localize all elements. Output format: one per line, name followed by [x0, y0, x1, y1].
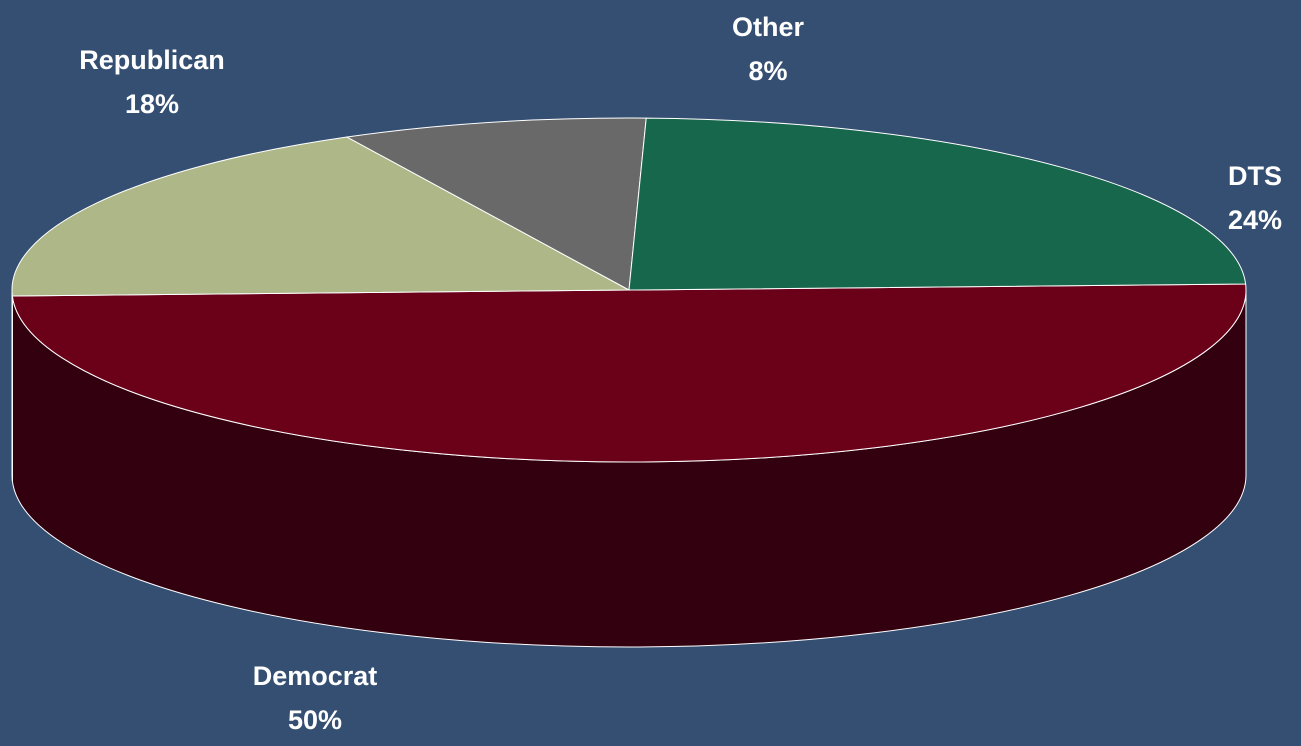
slice-percent-dts: 24% [1227, 205, 1283, 235]
slice-percent-other: 8% [748, 56, 788, 86]
slice-percent-democrat: 50% [287, 705, 343, 735]
slice-name-dts: DTS [1227, 161, 1282, 191]
pie-top-faces [11, 117, 1247, 463]
pie-slice-democrat [11, 283, 1247, 463]
slice-label-dts: DTS 24% [1228, 154, 1282, 242]
slice-label-other: Other 8% [732, 5, 804, 93]
slice-name-democrat: Democrat [252, 661, 378, 691]
slice-label-republican: Republican 18% [79, 38, 225, 126]
pie-slice-republican [11, 136, 631, 297]
slice-percent-republican: 18% [124, 89, 180, 119]
pie-slice-other [345, 117, 647, 291]
slice-name-republican: Republican [79, 45, 225, 75]
pie-slice-dts [628, 117, 1247, 291]
slice-label-democrat: Democrat 50% [253, 654, 378, 742]
slice-name-other: Other [731, 12, 805, 42]
